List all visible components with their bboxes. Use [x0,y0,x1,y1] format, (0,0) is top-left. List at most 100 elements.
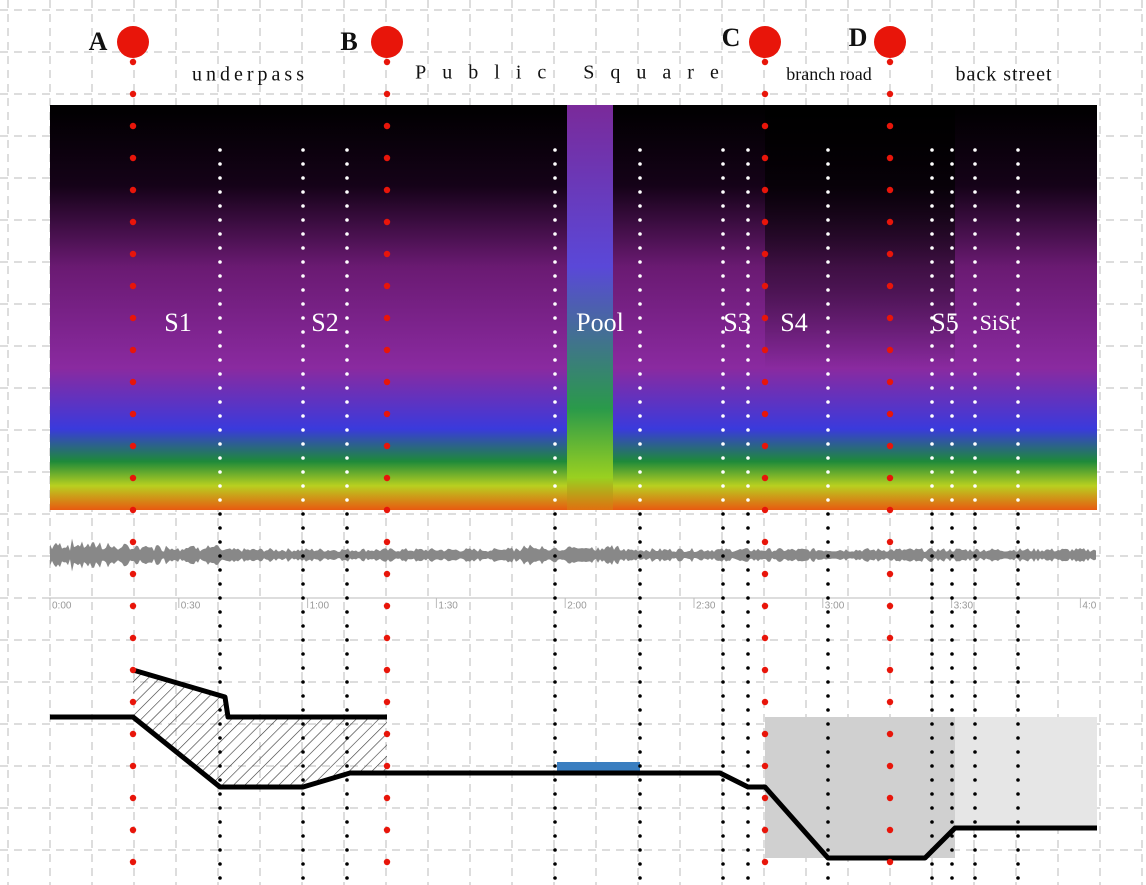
segment-label: S1 [164,308,191,337]
section-dot [746,680,750,684]
section-dot [345,204,349,208]
section-dot [301,610,305,614]
section-dot [301,358,305,362]
section-dot [930,302,934,306]
shade-back [955,717,1097,828]
section-dot [553,498,557,502]
time-label: 2:30 [696,601,716,612]
section-dot [721,274,725,278]
section-dot [345,708,349,712]
section-dot [721,204,725,208]
section-dot [746,806,750,810]
section-dot [218,526,222,530]
section-dot [301,218,305,222]
red-dot [762,91,768,97]
red-dot [384,603,390,609]
section-dot [1016,316,1020,320]
section-dot [950,162,954,166]
section-dot [301,638,305,642]
section-dot [1016,414,1020,418]
section-dot [638,386,642,390]
zone-label: branch road [786,64,871,84]
section-dot [826,498,830,502]
red-dot [762,859,768,865]
section-dot [746,232,750,236]
section-dot [721,302,725,306]
segment-label: SiSt [980,310,1017,335]
section-dot [345,610,349,614]
section-dot [950,260,954,264]
section-dot [721,358,725,362]
red-dot [130,219,136,225]
red-dot [130,315,136,321]
section-dot [950,596,954,600]
section-dot [826,260,830,264]
section-dot [218,344,222,348]
section-dot [721,708,725,712]
section-dot [721,414,725,418]
section-dot [301,512,305,516]
section-dot [218,582,222,586]
section-dot [301,190,305,194]
section-dot [973,862,977,866]
section-dot [553,232,557,236]
section-dot [746,624,750,628]
section-dot [746,652,750,656]
red-dot [130,859,136,865]
section-dot [553,302,557,306]
section-dot [746,666,750,670]
section-dot [218,232,222,236]
red-dot [887,475,893,481]
red-dot [384,795,390,801]
section-dot [1016,708,1020,712]
section-dot [930,568,934,572]
section-dot [638,736,642,740]
section-dot [746,344,750,348]
section-dot [930,876,934,880]
section-dot [973,400,977,404]
section-dot [345,876,349,880]
section-dot [1016,302,1020,306]
section-dot [950,862,954,866]
red-dot [887,635,893,641]
section-dot [826,666,830,670]
zone-label: back street [955,64,1052,86]
section-dot [345,568,349,572]
section-dot [930,484,934,488]
section-dot [721,792,725,796]
section-dot [930,540,934,544]
section-dot [638,330,642,334]
section-dot [638,792,642,796]
section-dot [746,792,750,796]
red-dot [887,283,893,289]
section-dot [218,400,222,404]
section-dot [553,876,557,880]
section-dot [826,204,830,208]
section-dot [1016,344,1020,348]
section-dot [553,722,557,726]
section-dot [721,498,725,502]
time-label: 1:30 [438,601,458,612]
time-label: 3:30 [954,601,974,612]
section-dot [746,190,750,194]
section-dot [638,806,642,810]
section-dot [638,484,642,488]
section-dot [721,694,725,698]
marker [117,26,149,58]
section-dot [950,806,954,810]
section-dot [1016,540,1020,544]
section-dot [950,834,954,838]
section-dot [218,470,222,474]
section-dot [345,330,349,334]
red-dot [384,315,390,321]
section-dot [973,302,977,306]
section-dot [826,862,830,866]
red-dot [130,251,136,257]
section-dot [1016,764,1020,768]
section-dot [930,260,934,264]
section-dot [950,484,954,488]
section-dot [345,596,349,600]
section-dot [826,512,830,516]
red-dot [130,187,136,193]
red-dot [130,283,136,289]
